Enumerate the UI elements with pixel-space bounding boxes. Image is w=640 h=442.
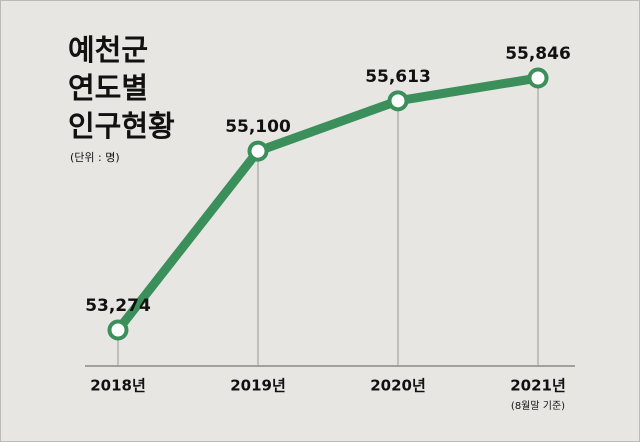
- x-tick-label: 2021년: [510, 377, 566, 395]
- chart-title: 연도별: [68, 71, 148, 105]
- x-tick-label: 2020년: [370, 377, 426, 395]
- data-label: 55,613: [365, 67, 431, 87]
- data-label: 53,274: [85, 296, 151, 316]
- x-tick-label: 2018년: [90, 377, 146, 395]
- data-point: [387, 90, 409, 112]
- x-tick-label: 2019년: [230, 377, 286, 395]
- chart-title: 인구현황: [68, 109, 175, 143]
- chart-subtitle: (단위 : 명): [70, 151, 120, 164]
- data-point: [527, 67, 549, 89]
- data-point: [247, 140, 269, 162]
- annotation: (8월말 기준): [511, 400, 565, 412]
- data-point: [107, 319, 129, 341]
- data-line: [114, 73, 539, 333]
- data-label: 55,100: [225, 117, 291, 137]
- chart-title: 예천군: [68, 33, 148, 67]
- data-label: 55,846: [505, 44, 571, 64]
